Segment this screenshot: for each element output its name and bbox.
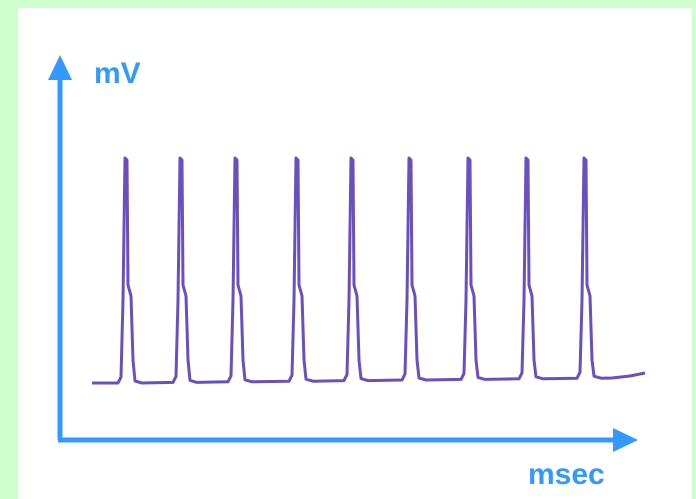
y-arrow — [48, 55, 72, 80]
spike-trace — [92, 156, 646, 385]
x-arrow — [613, 428, 638, 452]
y-axis-label: mV — [94, 57, 141, 90]
axes — [57, 70, 622, 443]
x-axis-label: msec — [528, 458, 605, 491]
